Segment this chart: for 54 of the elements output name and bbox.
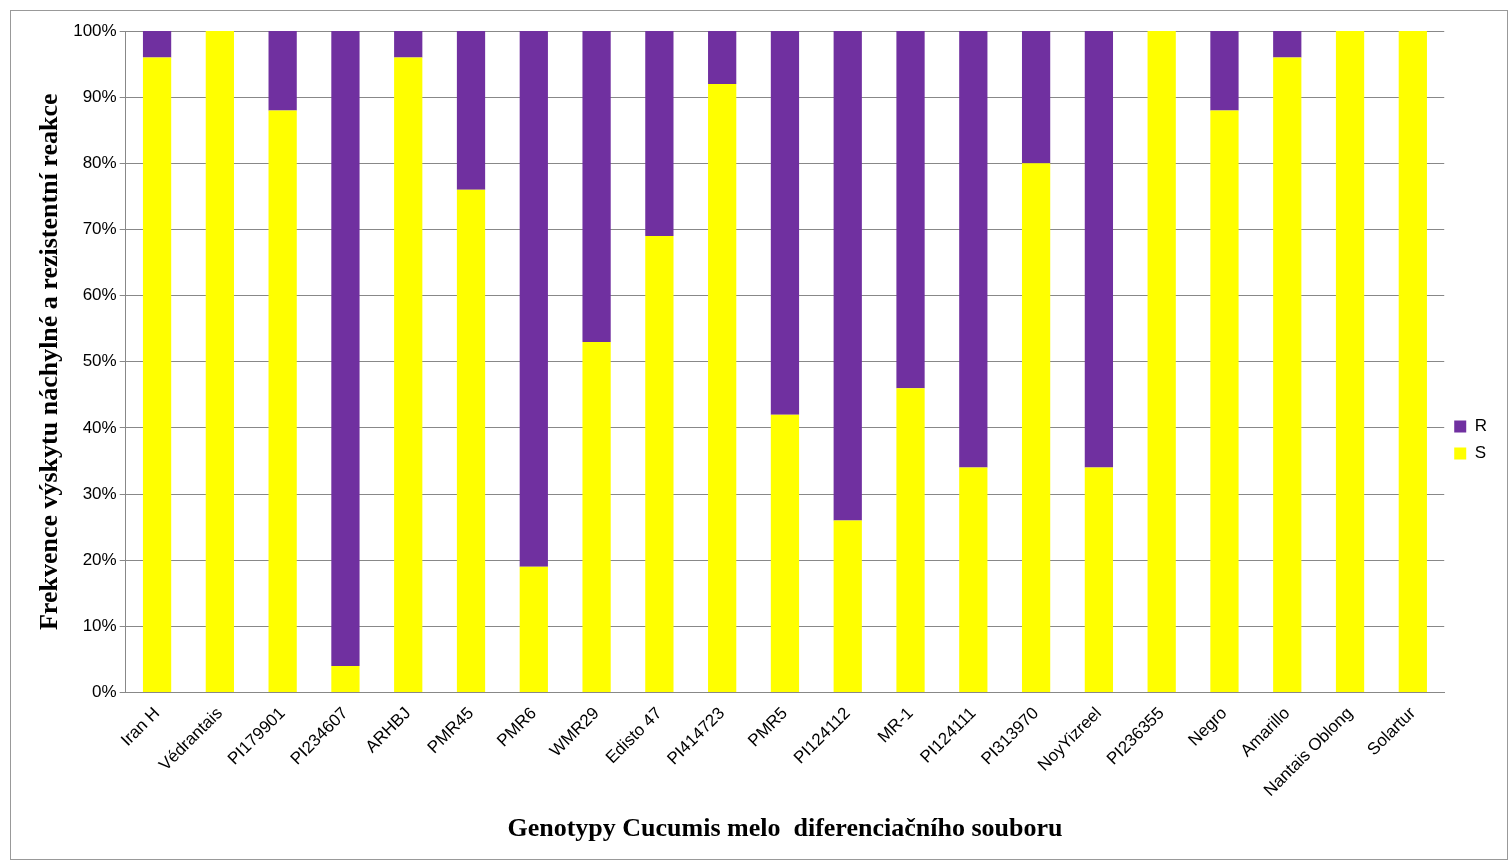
bar [331,666,360,693]
bar [582,341,611,693]
y-tick-label: 60% [82,285,117,305]
y-tick-label: 70% [82,219,117,239]
y-tick-label: 0% [92,682,117,702]
bar [1273,31,1302,58]
bar [1084,467,1114,693]
bar [394,31,423,58]
y-tick-label: 40% [82,417,117,437]
bar [645,31,674,237]
bar [1147,31,1176,693]
bar [833,31,862,521]
bar [519,31,548,567]
bar [1335,31,1365,693]
legend-label: S [1474,443,1487,463]
legend-label: R [1474,416,1487,436]
bar [205,31,234,693]
bar [1273,57,1302,693]
bar [331,31,360,667]
bar [268,110,297,693]
y-tick-label: 20% [82,549,117,569]
y-tick-label: 90% [82,86,117,106]
bar [645,236,674,693]
y-axis-title: Frekvence výskytu náchylné a rezistentní reakce [34,93,64,631]
bar [770,414,800,693]
bar [896,388,925,693]
bar [708,31,737,84]
bar [1021,163,1051,693]
bar [1210,110,1239,693]
bar [959,31,988,468]
bar [519,566,548,693]
bar [708,83,737,693]
y-tick-label: 80% [82,152,117,172]
x-tick-label: Iran H [117,703,164,750]
bar [142,31,172,58]
bar [1210,31,1239,111]
y-tick-label: 50% [82,351,117,371]
bar [582,31,611,342]
y-tick-label: 10% [82,616,117,636]
bar [833,520,862,693]
bar [1398,31,1427,693]
bar [896,31,925,389]
bar [959,467,988,693]
bar [456,31,486,190]
bar [268,31,297,111]
bar [456,189,486,693]
bar [142,57,172,693]
bar [770,31,800,415]
bar [1021,31,1051,164]
bar [1084,31,1114,468]
bar [394,57,423,693]
x-axis-title: Genotypy Cucumis melo diferenciačního souboru [507,813,1063,843]
y-tick-label: 30% [82,483,117,503]
y-tick-label: 100% [73,20,117,40]
